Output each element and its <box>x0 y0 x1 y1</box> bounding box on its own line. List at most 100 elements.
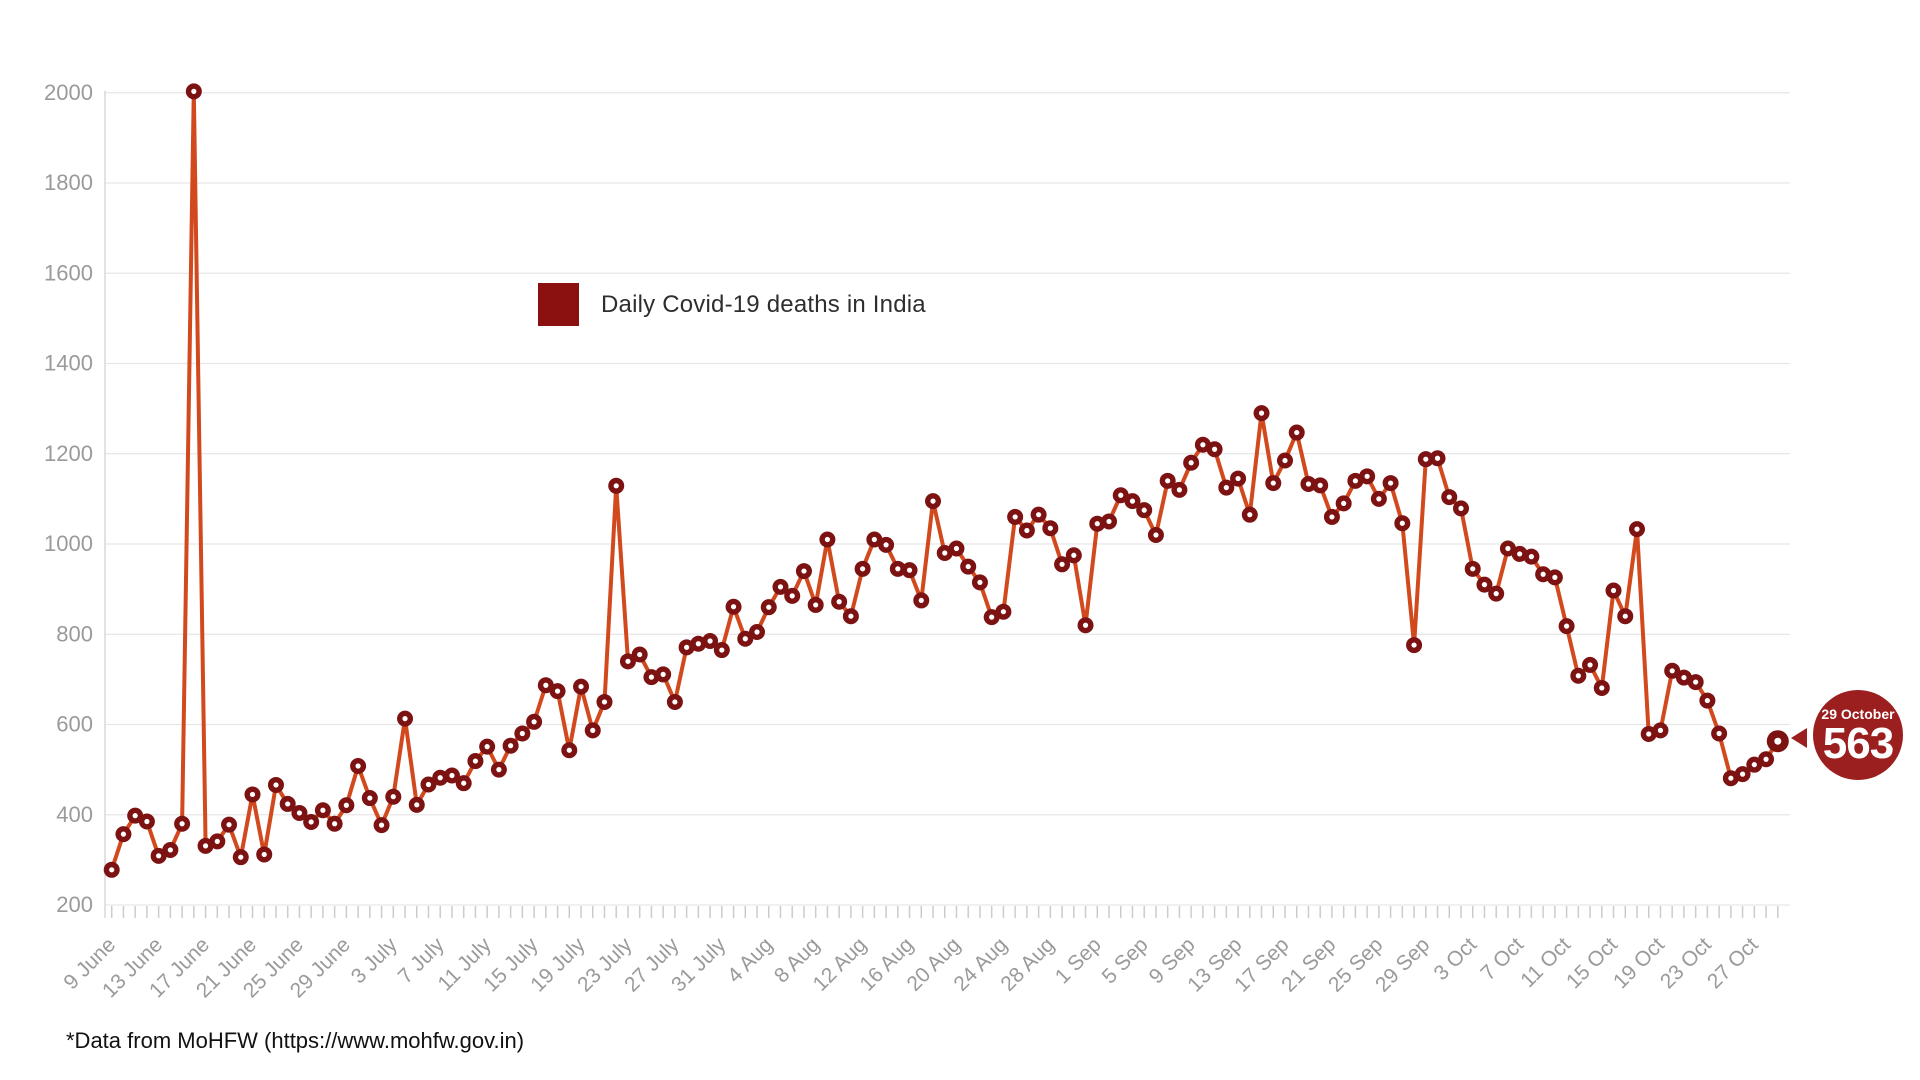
data-point-hole <box>508 743 514 749</box>
data-point-hole <box>742 636 748 642</box>
legend-swatch <box>538 283 579 326</box>
data-point-hole <box>1716 730 1722 737</box>
data-point-hole <box>1681 674 1687 681</box>
data-point-hole <box>1364 473 1370 479</box>
data-point-hole <box>637 651 643 658</box>
data-point-hole <box>918 597 924 604</box>
data-point-hole <box>836 599 842 605</box>
data-point-hole <box>1669 668 1675 674</box>
data-point-hole <box>1036 512 1042 518</box>
data-point-hole <box>989 614 995 620</box>
data-point-hole <box>1563 623 1570 629</box>
data-point-hole <box>414 802 420 808</box>
data-point-hole <box>1235 475 1241 482</box>
data-point-hole <box>1094 521 1100 527</box>
data-point-hole <box>1693 679 1699 685</box>
callout-date: 29 October <box>1821 705 1895 722</box>
y-tick-label: 1200 <box>44 441 93 466</box>
data-point-hole <box>332 821 338 827</box>
data-point-hole <box>425 781 432 788</box>
data-point-hole <box>1294 429 1300 436</box>
x-tick-label: 28 Aug <box>996 933 1059 996</box>
data-point-hole <box>930 498 936 504</box>
data-point-hole <box>906 567 913 573</box>
data-point-hole <box>1517 551 1523 557</box>
x-tick-label: 4 Aug <box>723 933 777 987</box>
data-point-hole <box>848 613 854 619</box>
data-point-hole <box>1423 456 1429 462</box>
data-point-hole <box>953 545 960 552</box>
y-tick-label: 1800 <box>44 170 93 195</box>
data-point-hole <box>789 593 795 599</box>
callout-value: 563 <box>1822 718 1894 768</box>
data-point-hole <box>226 822 232 828</box>
data-point-hole <box>1376 496 1382 502</box>
data-point-hole <box>1341 500 1347 506</box>
data-point-hole <box>437 775 443 781</box>
y-tick-label: 1400 <box>44 351 93 376</box>
data-point-hole <box>777 584 784 590</box>
y-tick-label: 1600 <box>44 260 93 285</box>
data-point-hole <box>1200 442 1206 448</box>
data-point-hole <box>390 794 396 800</box>
data-point-hole <box>1481 582 1488 588</box>
data-point-hole <box>1000 609 1007 615</box>
x-tick-label: 11 Oct <box>1516 933 1575 992</box>
data-point-hole <box>1505 545 1511 552</box>
y-tick-label: 800 <box>56 621 93 646</box>
data-point-hole <box>167 847 173 853</box>
data-point-hole <box>730 604 737 610</box>
data-point-hole <box>601 699 608 705</box>
data-point-hole <box>824 536 831 543</box>
data-point-hole <box>1728 775 1734 781</box>
data-point-hole <box>1106 518 1112 525</box>
data-point-hole <box>1247 512 1253 518</box>
data-points <box>103 83 1789 878</box>
data-point-hole <box>355 763 361 769</box>
data-point-hole <box>977 579 983 585</box>
data-point-hole <box>308 819 314 825</box>
data-point-hole <box>1223 484 1229 491</box>
data-point-hole <box>296 810 303 816</box>
x-tick-label: 23 Oct <box>1656 933 1716 993</box>
data-point-hole <box>719 647 725 653</box>
data-point-hole <box>883 542 889 548</box>
y-axis-labels: 200 400 600 800 1000 1200 1400 1600 1800 2000 <box>44 80 93 917</box>
data-point-hole <box>1352 478 1358 484</box>
y-tick-label: 600 <box>56 712 93 737</box>
data-point-hole <box>496 767 502 773</box>
x-tick-label: 3 Oct <box>1430 933 1482 985</box>
data-point-hole <box>1540 571 1546 577</box>
data-point-hole <box>378 822 385 828</box>
data-point-hole <box>1399 520 1405 526</box>
data-point-hole <box>261 851 267 858</box>
data-point-hole <box>343 802 349 808</box>
series-line <box>109 89 1780 871</box>
data-point-hole <box>871 536 877 543</box>
x-tick-label: 15 Oct <box>1562 933 1622 993</box>
data-point-hole <box>860 566 866 572</box>
data-point-hole <box>1082 622 1089 628</box>
data-point-hole <box>1024 527 1030 534</box>
data-point-hole <box>1129 498 1136 504</box>
data-point-hole <box>238 854 244 860</box>
data-point-hole <box>1012 514 1018 520</box>
data-point-hole <box>754 629 760 635</box>
data-point-hole <box>214 838 220 844</box>
data-point-hole <box>461 780 467 786</box>
data-point-hole <box>1329 514 1335 520</box>
callout-arrow-icon <box>1791 728 1807 748</box>
data-point-hole <box>132 813 138 819</box>
data-point-hole <box>1446 494 1452 500</box>
data-point-hole <box>144 818 150 825</box>
data-point-hole <box>1587 662 1593 668</box>
data-point-hole <box>1317 482 1323 488</box>
data-point-hole <box>1434 455 1441 461</box>
x-tick-label: 3 July <box>347 933 402 988</box>
data-point-hole <box>1774 737 1782 745</box>
data-point-hole <box>1071 552 1077 558</box>
data-point-hole <box>1657 727 1664 733</box>
data-point-hole <box>1458 505 1464 511</box>
data-point-hole <box>942 550 948 556</box>
